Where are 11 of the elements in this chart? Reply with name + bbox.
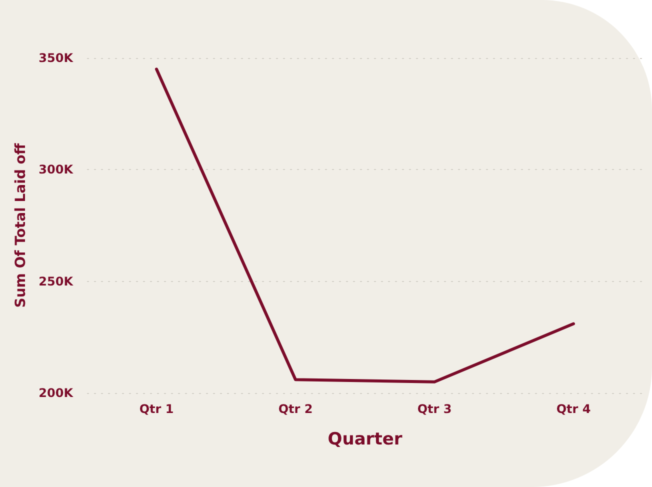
y-tick-label: 350K — [38, 51, 74, 65]
y-tick-label: 300K — [38, 162, 74, 177]
line-series — [155, 68, 575, 384]
x-tick-label: Qtr 1 — [139, 402, 174, 416]
y-axis-title: Sum Of Total Laid off — [12, 142, 29, 308]
y-tick-label: 250K — [38, 274, 74, 288]
x-tick-label: Qtr 4 — [556, 402, 591, 416]
y-tick-label: 200K — [38, 386, 74, 400]
x-tick-label: Qtr 3 — [417, 402, 452, 416]
x-axis-title: Quarter — [328, 430, 403, 450]
x-tick-label: Qtr 2 — [278, 402, 313, 416]
